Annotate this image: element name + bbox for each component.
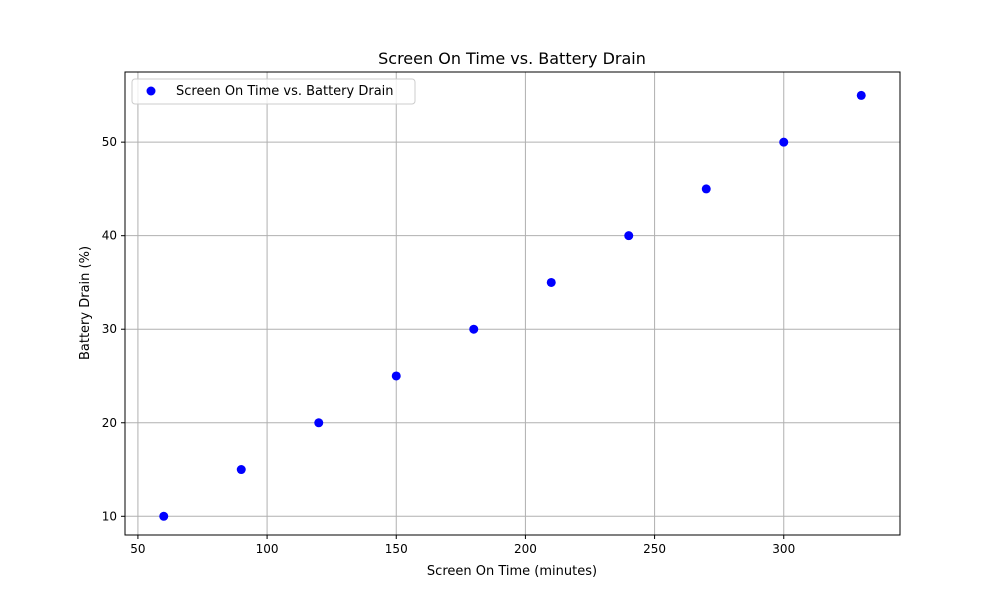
grid-layer [125, 72, 900, 535]
x-tick-label: 50 [130, 542, 145, 556]
x-tick-label: 150 [385, 542, 408, 556]
x-tick-label: 100 [256, 542, 279, 556]
scatter-point [856, 90, 866, 100]
y-tick-label: 30 [102, 322, 117, 336]
scatter-point [391, 371, 401, 381]
scatter-point [779, 137, 789, 147]
legend-box [131, 78, 416, 105]
y-axis-label: Battery Drain (%) [78, 246, 93, 360]
legend: Screen On Time vs. Battery Drain [131, 78, 416, 105]
scatter-point [159, 511, 169, 521]
scatter-point [314, 418, 324, 428]
scatter-point [469, 324, 479, 334]
data-points [159, 90, 866, 521]
x-axis-ticks: 50 100 150 200 250 300 [130, 535, 795, 556]
y-tick-label: 40 [102, 229, 117, 243]
scatter-point [701, 184, 711, 194]
y-tick-label: 50 [102, 135, 117, 149]
y-tick-label: 20 [102, 416, 117, 430]
y-axis-ticks: 10 20 30 40 50 [102, 135, 125, 523]
chart-title: Screen On Time vs. Battery Drain [378, 49, 646, 68]
scatter-point [546, 277, 556, 287]
scatter-point [624, 231, 634, 241]
x-axis-label: Screen On Time (minutes) [427, 564, 597, 579]
plot-area-frame [124, 71, 901, 536]
legend-label: Screen On Time vs. Battery Drain [176, 84, 394, 99]
y-tick-label: 10 [102, 509, 117, 523]
x-tick-label: 300 [772, 542, 795, 556]
x-tick-label: 250 [643, 542, 666, 556]
legend-marker [146, 86, 156, 96]
x-tick-label: 200 [514, 542, 537, 556]
scatter-point [236, 465, 246, 475]
